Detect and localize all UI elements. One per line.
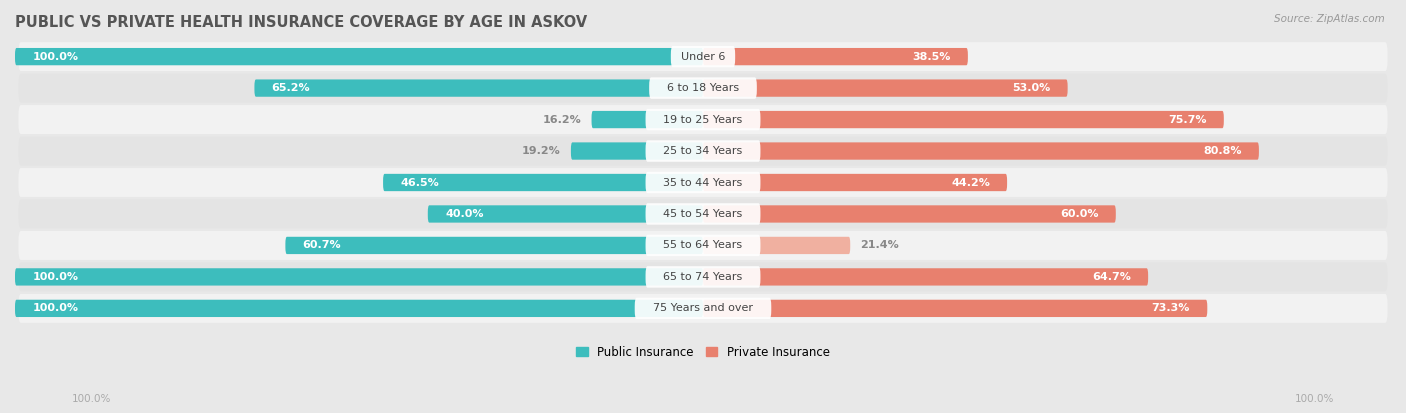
FancyBboxPatch shape: [18, 168, 1388, 197]
Text: 60.7%: 60.7%: [302, 240, 342, 250]
Text: 45 to 54 Years: 45 to 54 Years: [664, 209, 742, 219]
Text: 100.0%: 100.0%: [32, 272, 79, 282]
Text: 53.0%: 53.0%: [1012, 83, 1050, 93]
Text: PUBLIC VS PRIVATE HEALTH INSURANCE COVERAGE BY AGE IN ASKOV: PUBLIC VS PRIVATE HEALTH INSURANCE COVER…: [15, 15, 588, 30]
FancyBboxPatch shape: [645, 203, 761, 225]
Text: 65 to 74 Years: 65 to 74 Years: [664, 272, 742, 282]
FancyBboxPatch shape: [18, 262, 1388, 292]
Text: 35 to 44 Years: 35 to 44 Years: [664, 178, 742, 188]
FancyBboxPatch shape: [18, 74, 1388, 102]
Text: 19 to 25 Years: 19 to 25 Years: [664, 114, 742, 125]
Text: 100.0%: 100.0%: [32, 52, 79, 62]
FancyBboxPatch shape: [571, 142, 703, 160]
Text: 6 to 18 Years: 6 to 18 Years: [666, 83, 740, 93]
Text: 80.8%: 80.8%: [1204, 146, 1241, 156]
FancyBboxPatch shape: [650, 77, 756, 99]
FancyBboxPatch shape: [18, 231, 1388, 260]
FancyBboxPatch shape: [382, 174, 703, 191]
FancyBboxPatch shape: [645, 140, 761, 162]
Legend: Public Insurance, Private Insurance: Public Insurance, Private Insurance: [571, 341, 835, 363]
Text: 40.0%: 40.0%: [446, 209, 484, 219]
Text: 21.4%: 21.4%: [860, 240, 900, 250]
FancyBboxPatch shape: [703, 111, 1223, 128]
Text: Source: ZipAtlas.com: Source: ZipAtlas.com: [1274, 14, 1385, 24]
FancyBboxPatch shape: [18, 137, 1388, 166]
Text: 100.0%: 100.0%: [32, 304, 79, 313]
Text: Under 6: Under 6: [681, 52, 725, 62]
Text: 46.5%: 46.5%: [401, 178, 439, 188]
FancyBboxPatch shape: [703, 174, 1007, 191]
FancyBboxPatch shape: [18, 294, 1388, 323]
Text: 55 to 64 Years: 55 to 64 Years: [664, 240, 742, 250]
FancyBboxPatch shape: [592, 111, 703, 128]
Text: 64.7%: 64.7%: [1092, 272, 1130, 282]
FancyBboxPatch shape: [15, 300, 703, 317]
Text: 73.3%: 73.3%: [1152, 304, 1189, 313]
FancyBboxPatch shape: [703, 79, 1067, 97]
FancyBboxPatch shape: [18, 199, 1388, 228]
FancyBboxPatch shape: [645, 172, 761, 193]
Text: 60.0%: 60.0%: [1060, 209, 1098, 219]
FancyBboxPatch shape: [645, 109, 761, 130]
FancyBboxPatch shape: [18, 105, 1388, 134]
FancyBboxPatch shape: [645, 266, 761, 287]
FancyBboxPatch shape: [671, 46, 735, 67]
Text: 16.2%: 16.2%: [543, 114, 581, 125]
Text: 38.5%: 38.5%: [912, 52, 950, 62]
FancyBboxPatch shape: [18, 42, 1388, 71]
FancyBboxPatch shape: [15, 268, 703, 285]
FancyBboxPatch shape: [254, 79, 703, 97]
Text: 19.2%: 19.2%: [522, 146, 561, 156]
FancyBboxPatch shape: [703, 268, 1149, 285]
Text: 75 Years and over: 75 Years and over: [652, 304, 754, 313]
Text: 100.0%: 100.0%: [72, 394, 111, 404]
FancyBboxPatch shape: [427, 205, 703, 223]
FancyBboxPatch shape: [703, 142, 1258, 160]
FancyBboxPatch shape: [645, 235, 761, 256]
Text: 75.7%: 75.7%: [1168, 114, 1206, 125]
FancyBboxPatch shape: [285, 237, 703, 254]
FancyBboxPatch shape: [703, 300, 1208, 317]
Text: 25 to 34 Years: 25 to 34 Years: [664, 146, 742, 156]
Text: 44.2%: 44.2%: [950, 178, 990, 188]
FancyBboxPatch shape: [634, 298, 772, 319]
FancyBboxPatch shape: [703, 237, 851, 254]
Text: 65.2%: 65.2%: [271, 83, 311, 93]
FancyBboxPatch shape: [703, 48, 967, 65]
Text: 100.0%: 100.0%: [1295, 394, 1334, 404]
FancyBboxPatch shape: [703, 205, 1116, 223]
FancyBboxPatch shape: [15, 48, 703, 65]
